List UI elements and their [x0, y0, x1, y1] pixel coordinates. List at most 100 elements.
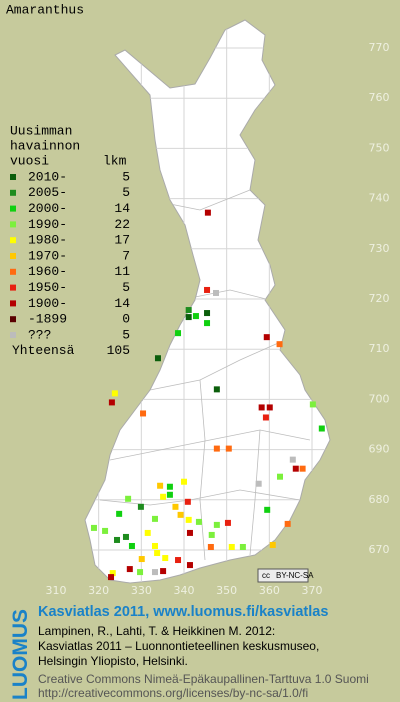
observation	[151, 515, 158, 522]
legend-label: ???	[28, 327, 51, 342]
observation	[186, 529, 193, 536]
x-tick-label: 370	[302, 584, 323, 597]
observation	[185, 516, 192, 523]
legend-count: 5	[122, 169, 130, 184]
legend-swatch	[10, 300, 16, 307]
citation-line: Kasviatlas 2011 – Luonnontieteellinen ke…	[38, 639, 319, 653]
legend-swatch	[10, 268, 16, 275]
legend-swatch	[10, 237, 16, 244]
observation	[264, 506, 271, 513]
total-label: Yhteensä	[12, 343, 75, 358]
observation	[108, 574, 115, 581]
observation	[137, 503, 144, 510]
x-tick-label: 350	[216, 584, 237, 597]
legend-label: 2005-	[28, 185, 67, 200]
license-line: Creative Commons Nimeä-Epäkaupallinen-Ta…	[38, 672, 369, 686]
legend-label: 1900-	[28, 296, 67, 311]
observation	[204, 209, 211, 216]
x-tick-label: 360	[259, 584, 280, 597]
observation	[289, 456, 296, 463]
observation	[125, 495, 132, 502]
observation	[213, 386, 220, 393]
observation	[185, 314, 192, 321]
citation-line: Helsingin Yliopisto, Helsinki.	[38, 654, 188, 668]
observation	[299, 465, 306, 472]
legend-label: 1970-	[28, 248, 67, 263]
legend-swatch	[10, 332, 16, 338]
legend-swatch	[10, 221, 16, 228]
observation	[116, 510, 123, 517]
x-tick-label: 340	[174, 584, 195, 597]
observation	[138, 556, 145, 563]
observation	[213, 521, 220, 528]
badge-text: BY-NC-SA	[276, 571, 314, 580]
observation	[263, 334, 270, 341]
observation	[166, 483, 173, 490]
observation	[204, 320, 211, 327]
observation	[186, 562, 193, 569]
legend-swatch	[10, 189, 16, 196]
observation	[172, 503, 179, 510]
observation	[154, 550, 161, 557]
license-line: http://creativecommons.org/licenses/by-n…	[38, 686, 308, 700]
y-tick-label: 720	[369, 292, 390, 305]
observation	[126, 566, 133, 573]
y-tick-label: 730	[369, 242, 390, 255]
observation	[224, 519, 231, 526]
y-tick-label: 710	[369, 342, 390, 355]
observations	[90, 209, 325, 581]
observation	[111, 390, 118, 397]
total-count: 105	[107, 343, 130, 358]
observation	[213, 445, 220, 452]
observation	[177, 511, 184, 518]
y-tick-label: 750	[369, 141, 390, 154]
observation	[102, 527, 109, 534]
observation	[269, 541, 276, 548]
legend-count: 5	[122, 185, 130, 200]
legend-heading: vuosi	[10, 153, 49, 168]
legend-count: 5	[122, 280, 130, 295]
observation	[195, 518, 202, 525]
legend-count-heading: lkm	[103, 153, 127, 168]
legend-heading: havainnon	[10, 138, 80, 153]
observation	[228, 543, 235, 550]
y-tick-label: 680	[369, 493, 390, 506]
y-tick-label: 690	[369, 443, 390, 456]
observation	[204, 286, 211, 293]
y-tick-label: 670	[369, 543, 390, 556]
observation	[154, 355, 161, 362]
legend-heading: Uusimman	[10, 123, 72, 138]
legend-swatch	[10, 284, 16, 291]
legend-label: 2010-	[28, 169, 67, 184]
observation	[157, 482, 164, 489]
legend-label: 2000-	[28, 201, 67, 216]
legend-label: 1990-	[28, 217, 67, 232]
y-tick-label: 700	[369, 392, 390, 405]
observation	[108, 399, 115, 406]
y-tick-label: 740	[369, 192, 390, 205]
legend-label: 1960-	[28, 264, 67, 279]
observation	[90, 524, 97, 531]
observation	[181, 478, 187, 485]
x-tick-label: 310	[46, 584, 67, 597]
observation	[160, 568, 167, 575]
legend-count: 11	[114, 264, 130, 279]
legend-swatch	[10, 205, 16, 212]
badge-box	[257, 568, 309, 583]
observation	[162, 555, 169, 562]
observation	[284, 520, 291, 527]
observation	[185, 307, 192, 314]
legend-count: 22	[114, 217, 130, 232]
observation	[204, 310, 211, 317]
observation	[258, 404, 265, 411]
legend-count: 14	[114, 296, 130, 311]
y-tick-label: 760	[369, 91, 390, 104]
y-tick-label: 770	[369, 41, 390, 54]
observation	[140, 410, 147, 417]
observation	[276, 341, 283, 348]
observation	[207, 543, 214, 550]
observation	[192, 313, 199, 320]
observation	[151, 542, 158, 549]
legend-count: 5	[122, 327, 130, 342]
